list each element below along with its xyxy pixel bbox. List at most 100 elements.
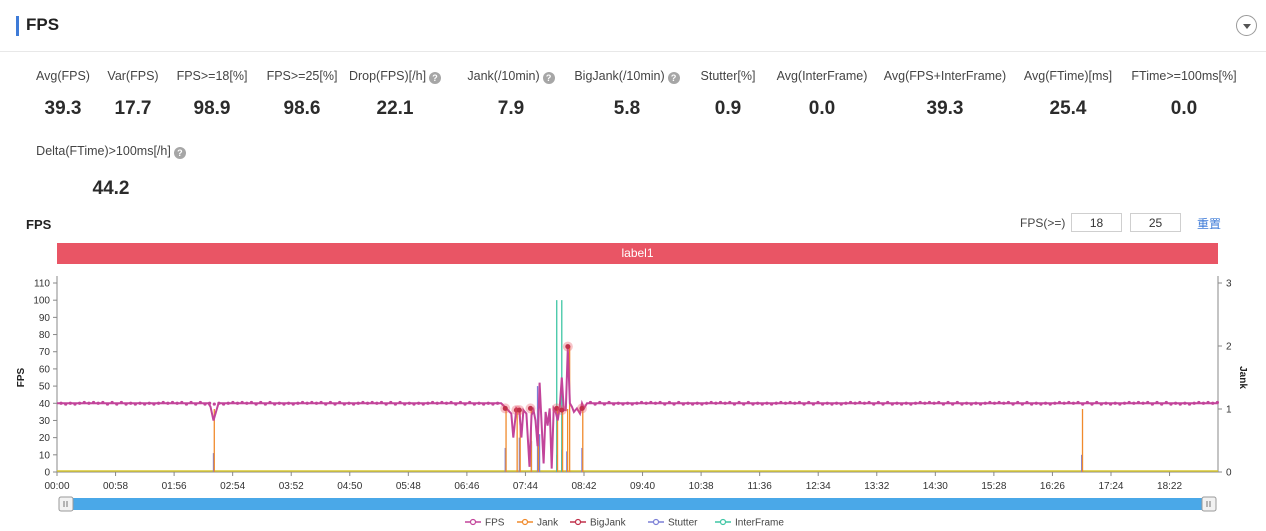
metric-value: 39.3 [44,98,82,119]
fps-point [180,400,184,405]
y-tick-label: 20 [39,433,51,444]
x-tick-label: 05:48 [396,481,421,492]
fps-point [1197,400,1201,405]
fps-point [663,402,667,406]
fps-point [825,401,829,405]
fps-point [616,401,620,405]
fps-point [1048,402,1052,406]
fps-point [695,401,699,405]
fps-point [760,402,764,406]
fps-point [1206,400,1210,405]
fps-point [793,401,797,405]
fps-point [347,401,351,405]
fps-point [1076,400,1080,405]
fps-point [454,402,458,406]
y2-tick-label: 3 [1226,279,1232,290]
fps-point [941,402,945,406]
fps-point [802,402,806,406]
x-tick-label: 02:54 [220,481,245,492]
fps-point [1155,400,1159,405]
fps-point [87,401,91,405]
zoom-scrollbar[interactable] [58,496,1217,512]
fps-point [235,401,240,405]
fps-point [732,402,737,406]
chevron-down-icon[interactable] [1236,15,1257,36]
fps-point [1067,400,1071,405]
fps-threshold-2-input[interactable] [1130,213,1181,232]
metric-label-text: FPS>=18[%] [176,69,248,83]
fps-point [389,400,393,405]
fps-point [1039,402,1043,406]
fps-point [263,402,267,406]
fps-point [932,401,936,405]
zoom-right-handle[interactable] [1201,496,1217,512]
jank-marker [565,344,571,350]
fps-point [68,401,72,405]
fps-point [639,400,644,405]
fps-point [226,401,230,405]
label-band: label1 [57,243,1218,264]
fps-point [783,401,788,405]
fps-point [245,401,249,405]
jank-marker [527,405,533,411]
help-icon[interactable]: ? [429,72,442,84]
legend-swatch-dot [574,518,582,526]
fps-point [184,402,189,406]
zoom-left-handle[interactable] [58,496,74,512]
help-icon[interactable]: ? [542,72,555,84]
fps-line [57,348,1218,469]
fps-point [319,400,323,405]
help-icon[interactable]: ? [667,72,680,84]
metric-label: Delta(FTime)>100ms[/h]? [21,143,201,159]
fps-point [342,402,346,406]
fps-point [472,402,476,406]
fps-point [1090,402,1094,406]
legend-swatch-dot [469,518,477,526]
metric-card: Var(FPS) 17.7 [43,68,223,120]
y-tick-label: 50 [39,382,51,393]
fps-point [449,400,453,405]
fps-point [1011,402,1015,406]
fps-point [147,401,151,405]
fps-point [156,401,161,405]
fps-point [249,400,254,405]
metric-label-text: Var(FPS) [107,69,159,83]
fps-point [886,400,890,405]
fps-point [1183,401,1187,405]
fps-point [1034,401,1038,405]
help-icon[interactable]: ? [173,147,186,159]
chart-markers [500,341,587,416]
fps-point [923,401,927,405]
x-tick-label: 11:36 [748,481,773,492]
reset-button[interactable]: 重置 [1197,217,1222,231]
y-tick-label: 80 [39,330,51,341]
section-accent-bar [16,16,19,36]
y-tick-label: 10 [39,450,51,461]
legend-swatch-dot [521,518,529,526]
x-tick-label: 14:30 [923,481,948,492]
metric-label-text: Drop(FPS)[/h] [348,69,427,83]
fps-point [965,401,969,405]
fps-point [300,400,305,405]
fps-point [667,400,672,405]
x-tick-label: 18:22 [1157,481,1182,492]
metric-card: Avg(FPS+InterFrame) 39.3 [855,68,1035,120]
fps-point [1095,400,1099,405]
y-tick-label: 70 [39,347,51,358]
fps-point [133,402,137,406]
fps-point [649,400,653,405]
x-tick-label: 03:52 [279,481,304,492]
fps-point [189,400,193,405]
fps-point [463,402,467,406]
fps-threshold-1-input[interactable] [1071,213,1122,232]
fps-point [607,400,611,405]
fps-point [978,402,983,406]
metric-label: BigJank(/10min)? [537,68,717,84]
fps-point [138,401,142,405]
page-title: FPS [26,15,60,34]
metric-value: 44.2 [92,178,130,199]
fps-point [310,400,314,405]
fps-point [259,400,263,405]
y-tick-label: 110 [34,279,50,290]
fps-point [983,401,987,405]
